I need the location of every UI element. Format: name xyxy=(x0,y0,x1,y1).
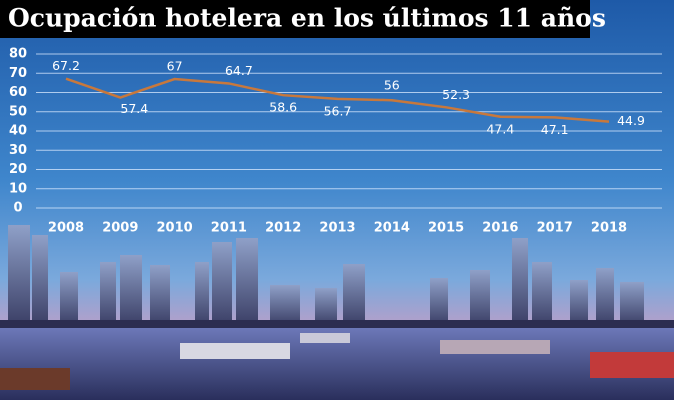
y-tick-label: 30 xyxy=(9,143,27,158)
chart-title: Ocupación hotelera en los últimos 11 año… xyxy=(8,4,606,33)
data-label: 67 xyxy=(167,59,183,74)
x-tick-label: 2016 xyxy=(482,221,518,236)
data-label: 52.3 xyxy=(442,87,470,102)
x-tick-label: 2009 xyxy=(102,221,138,236)
x-tick-label: 2012 xyxy=(265,221,301,236)
y-tick-label: 50 xyxy=(9,104,27,119)
x-tick-label: 2015 xyxy=(428,221,464,236)
x-tick-label: 2018 xyxy=(591,221,627,236)
x-tick-label: 2011 xyxy=(211,221,247,236)
data-label: 58.6 xyxy=(269,100,297,115)
skyline xyxy=(0,225,674,328)
y-tick-label: 60 xyxy=(9,85,27,100)
data-label: 47.4 xyxy=(486,121,514,136)
title-box xyxy=(0,0,590,38)
y-tick-label: 80 xyxy=(9,47,27,62)
line xyxy=(65,77,610,123)
x-tick-label: 2017 xyxy=(537,221,573,236)
y-tick-label: 70 xyxy=(9,66,27,81)
data-label: 67.2 xyxy=(52,58,80,73)
data-label: 64.7 xyxy=(225,63,253,78)
x-tick-label: 2010 xyxy=(157,221,193,236)
data-label: 57.4 xyxy=(120,101,148,116)
x-tick-label: 2013 xyxy=(319,221,355,236)
data-label: 47.1 xyxy=(541,122,569,137)
x-tick-label: 2008 xyxy=(48,221,84,236)
boats xyxy=(0,333,674,390)
y-tick-label: 40 xyxy=(9,124,27,139)
data-label: 56.7 xyxy=(324,103,352,118)
y-tick-label: 10 xyxy=(9,181,27,196)
y-tick-label: 20 xyxy=(9,162,27,177)
x-tick-label: 2014 xyxy=(374,221,410,236)
data-label: 44.9 xyxy=(617,113,645,128)
data-label: 56 xyxy=(384,78,400,93)
y-tick-label: 0 xyxy=(13,201,22,216)
